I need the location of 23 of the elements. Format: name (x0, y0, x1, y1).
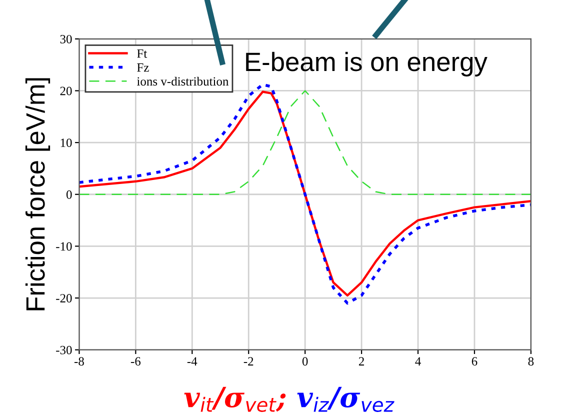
y-tick-label: 0 (66, 190, 72, 199)
y-tick-label: -30 (56, 346, 72, 354)
x-tick-label: 0 (302, 357, 308, 366)
y-tick-label: -20 (56, 294, 72, 302)
x-tick-label: 4 (415, 357, 421, 366)
x-tick-label: -2 (244, 357, 254, 366)
x-tick-label: 8 (528, 357, 534, 366)
y-tick-label: -10 (56, 242, 72, 251)
x-tick-label: -6 (130, 357, 141, 366)
line-series (79, 90, 531, 195)
legend-label: Ft (137, 49, 148, 58)
legend-label: Fz (137, 63, 149, 72)
y-tick-label: 20 (60, 86, 72, 96)
y-tick-label: 30 (60, 34, 72, 44)
legend-label: ions v-distribution (136, 76, 229, 86)
x-tick-label: -8 (74, 357, 84, 366)
annotation: E-beam is on energy (246, 52, 488, 76)
text: v$_{it}$/σ$_{vet}$; v$_{iz}$/σ$_{vez}$ (184, 386, 394, 412)
x-tick-label: 6 (472, 357, 478, 366)
x-tick-label: 2 (358, 357, 364, 366)
x-tick-label: -4 (187, 357, 198, 366)
y-axis-title: Friction force [eV/m] (25, 78, 50, 310)
y-tick-label: 10 (60, 138, 72, 148)
